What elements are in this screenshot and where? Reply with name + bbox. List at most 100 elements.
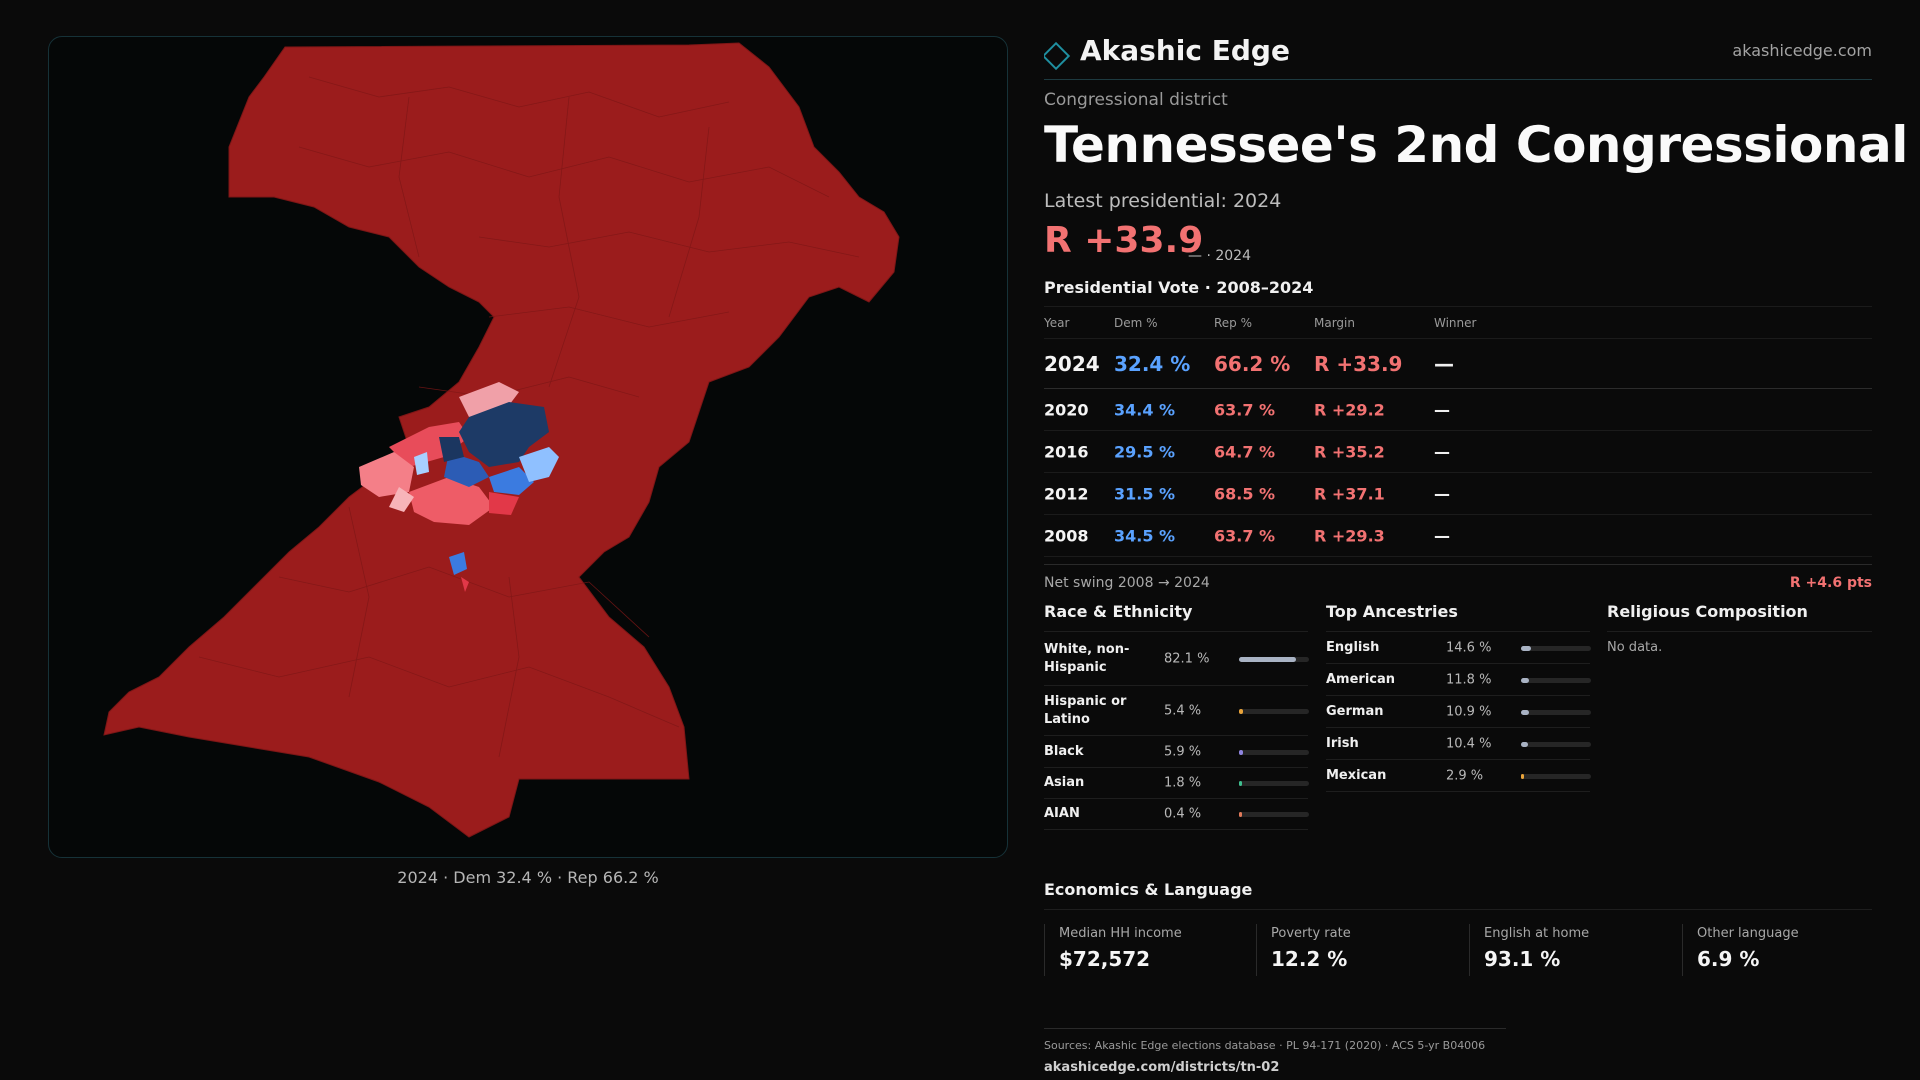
- race-bar: [1239, 749, 1309, 755]
- race-title: Race & Ethnicity: [1044, 602, 1193, 621]
- net-swing-row: Net swing 2008 → 2024 R +4.6 pts: [1044, 564, 1872, 591]
- economics-row: Median HH income $72,572 Poverty rate 12…: [1044, 924, 1872, 976]
- ancestry-label: German: [1326, 703, 1384, 719]
- rep-cell: 68.5 %: [1214, 484, 1276, 503]
- race-pct: 5.9 %: [1164, 744, 1202, 759]
- race-pct: 0.4 %: [1164, 806, 1202, 822]
- winner-cell: —: [1434, 351, 1454, 376]
- brand-header: Akashic Edge akashicedge.com: [1044, 34, 1872, 80]
- list-item: AIAN 0.4 %: [1044, 799, 1309, 830]
- race-pct: 1.8 %: [1164, 775, 1202, 791]
- margin-cell: R +29.3: [1314, 526, 1385, 545]
- page-kicker: Congressional district: [1044, 90, 1228, 110]
- rep-cell: 63.7 %: [1214, 400, 1276, 419]
- race-label: Asian: [1044, 775, 1085, 790]
- sources-text: Sources: Akashic Edge elections database…: [1044, 1039, 1486, 1052]
- brand-name[interactable]: Akashic Edge: [1080, 34, 1290, 67]
- net-swing-value: R +4.6 pts: [1789, 575, 1872, 591]
- list-item: English 14.6 %: [1326, 632, 1591, 664]
- race-bar-fill: [1239, 812, 1242, 817]
- ancestry-label: Mexican: [1326, 767, 1387, 783]
- table-row: 2020 34.4 % 63.7 % R +29.2 —: [1044, 389, 1872, 431]
- latest-presidential-label: Latest presidential: 2024: [1044, 190, 1282, 212]
- ancestry-pct: 14.6 %: [1446, 640, 1492, 655]
- ancestry-pct: 10.4 %: [1446, 736, 1492, 751]
- winner-cell: —: [1434, 526, 1450, 545]
- presidential-vote-table: Year Dem % Rep % Margin Winner 2024 32.4…: [1044, 306, 1872, 557]
- margin-cell: R +37.1: [1314, 484, 1385, 503]
- header-margin: Margin: [1314, 315, 1355, 330]
- dem-cell: 31.5 %: [1114, 484, 1176, 503]
- ancestry-bar-fill: [1521, 709, 1529, 715]
- ancestry-label: American: [1326, 671, 1396, 687]
- race-bar: [1239, 812, 1309, 817]
- econ-label: Poverty rate: [1271, 926, 1351, 941]
- list-item: American 11.8 %: [1326, 664, 1591, 696]
- dem-cell: 29.5 %: [1114, 442, 1176, 461]
- year-cell: 2024: [1044, 351, 1100, 376]
- year-cell: 2020: [1044, 400, 1089, 419]
- race-bar: [1239, 656, 1309, 662]
- winner-cell: —: [1434, 400, 1450, 419]
- diamond-logo-icon: [1044, 41, 1071, 71]
- econ-cell-income: Median HH income $72,572: [1044, 924, 1250, 976]
- table-row: 2024 32.4 % 66.2 % R +33.9 —: [1044, 339, 1872, 389]
- religion-title: Religious Composition: [1607, 602, 1808, 621]
- year-cell: 2016: [1044, 442, 1089, 461]
- race-bar: [1239, 708, 1309, 714]
- race-pct: 82.1 %: [1164, 651, 1210, 666]
- vote-table-title: Presidential Vote · 2008–2024: [1044, 278, 1314, 297]
- ancestries-title: Top Ancestries: [1326, 602, 1458, 621]
- district-info-panel: Akashic Edge akashicedge.com Congression…: [1044, 34, 1920, 1080]
- econ-label: Median HH income: [1059, 926, 1182, 941]
- list-item: Black 5.9 %: [1044, 736, 1309, 768]
- religious-composition-section: Religious Composition No data.: [1607, 602, 1872, 655]
- ancestries-section: Top Ancestries English 14.6 % American 1…: [1326, 602, 1591, 792]
- ancestry-pct: 11.8 %: [1446, 672, 1492, 687]
- margin-cell: R +33.9: [1314, 351, 1403, 376]
- ancestry-pct: 10.9 %: [1446, 704, 1492, 719]
- header-year: Year: [1044, 315, 1070, 330]
- list-item: Hispanic or Latino 5.4 %: [1044, 686, 1309, 736]
- race-bar: [1239, 781, 1309, 786]
- table-row: 2008 34.5 % 63.7 % R +29.3 —: [1044, 515, 1872, 557]
- econ-cell-other-language: Other language 6.9 %: [1682, 924, 1888, 976]
- ancestry-bar: [1521, 741, 1591, 747]
- dem-cell: 34.5 %: [1114, 526, 1176, 545]
- header-winner: Winner: [1434, 315, 1477, 330]
- list-item: German 10.9 %: [1326, 696, 1591, 728]
- year-cell: 2012: [1044, 484, 1089, 503]
- site-link[interactable]: akashicedge.com: [1732, 41, 1872, 60]
- econ-label: Other language: [1697, 926, 1799, 941]
- race-pct: 5.4 %: [1164, 703, 1202, 718]
- district-url-link[interactable]: akashicedge.com/districts/tn-02: [1044, 1060, 1280, 1075]
- list-item: Asian 1.8 %: [1044, 768, 1309, 799]
- race-ethnicity-section: Race & Ethnicity White, non-Hispanic 82.…: [1044, 602, 1309, 830]
- winner-cell: —: [1434, 442, 1450, 461]
- district-map-panel[interactable]: [48, 36, 1008, 858]
- race-bar-fill: [1239, 708, 1243, 714]
- ancestry-bar: [1521, 773, 1591, 779]
- ancestry-bar-fill: [1521, 773, 1524, 779]
- dem-cell: 32.4 %: [1114, 351, 1191, 376]
- ancestry-bar-fill: [1521, 645, 1532, 651]
- margin-cell: R +29.2: [1314, 400, 1385, 419]
- no-data-message: No data.: [1607, 640, 1663, 655]
- sources-footer: Sources: Akashic Edge elections database…: [1044, 1028, 1506, 1075]
- list-item: White, non-Hispanic 82.1 %: [1044, 632, 1309, 686]
- ancestry-bar: [1521, 677, 1591, 683]
- net-swing-label: Net swing 2008 → 2024: [1044, 575, 1210, 591]
- headline-margin: R +33.9: [1044, 220, 1204, 261]
- rep-cell: 64.7 %: [1214, 442, 1276, 461]
- economics-title: Economics & Language: [1044, 880, 1253, 899]
- margin-cell: R +35.2: [1314, 442, 1385, 461]
- race-label: White, non-Hispanic: [1044, 641, 1130, 675]
- table-row: 2012 31.5 % 68.5 % R +37.1 —: [1044, 473, 1872, 515]
- ancestry-bar-fill: [1521, 741, 1529, 747]
- year-cell: 2008: [1044, 526, 1089, 545]
- list-item: Irish 10.4 %: [1326, 728, 1591, 760]
- econ-value: $72,572: [1059, 947, 1151, 971]
- ancestry-bar: [1521, 645, 1591, 651]
- table-row: 2016 29.5 % 64.7 % R +35.2 —: [1044, 431, 1872, 473]
- district-map[interactable]: [49, 37, 1008, 858]
